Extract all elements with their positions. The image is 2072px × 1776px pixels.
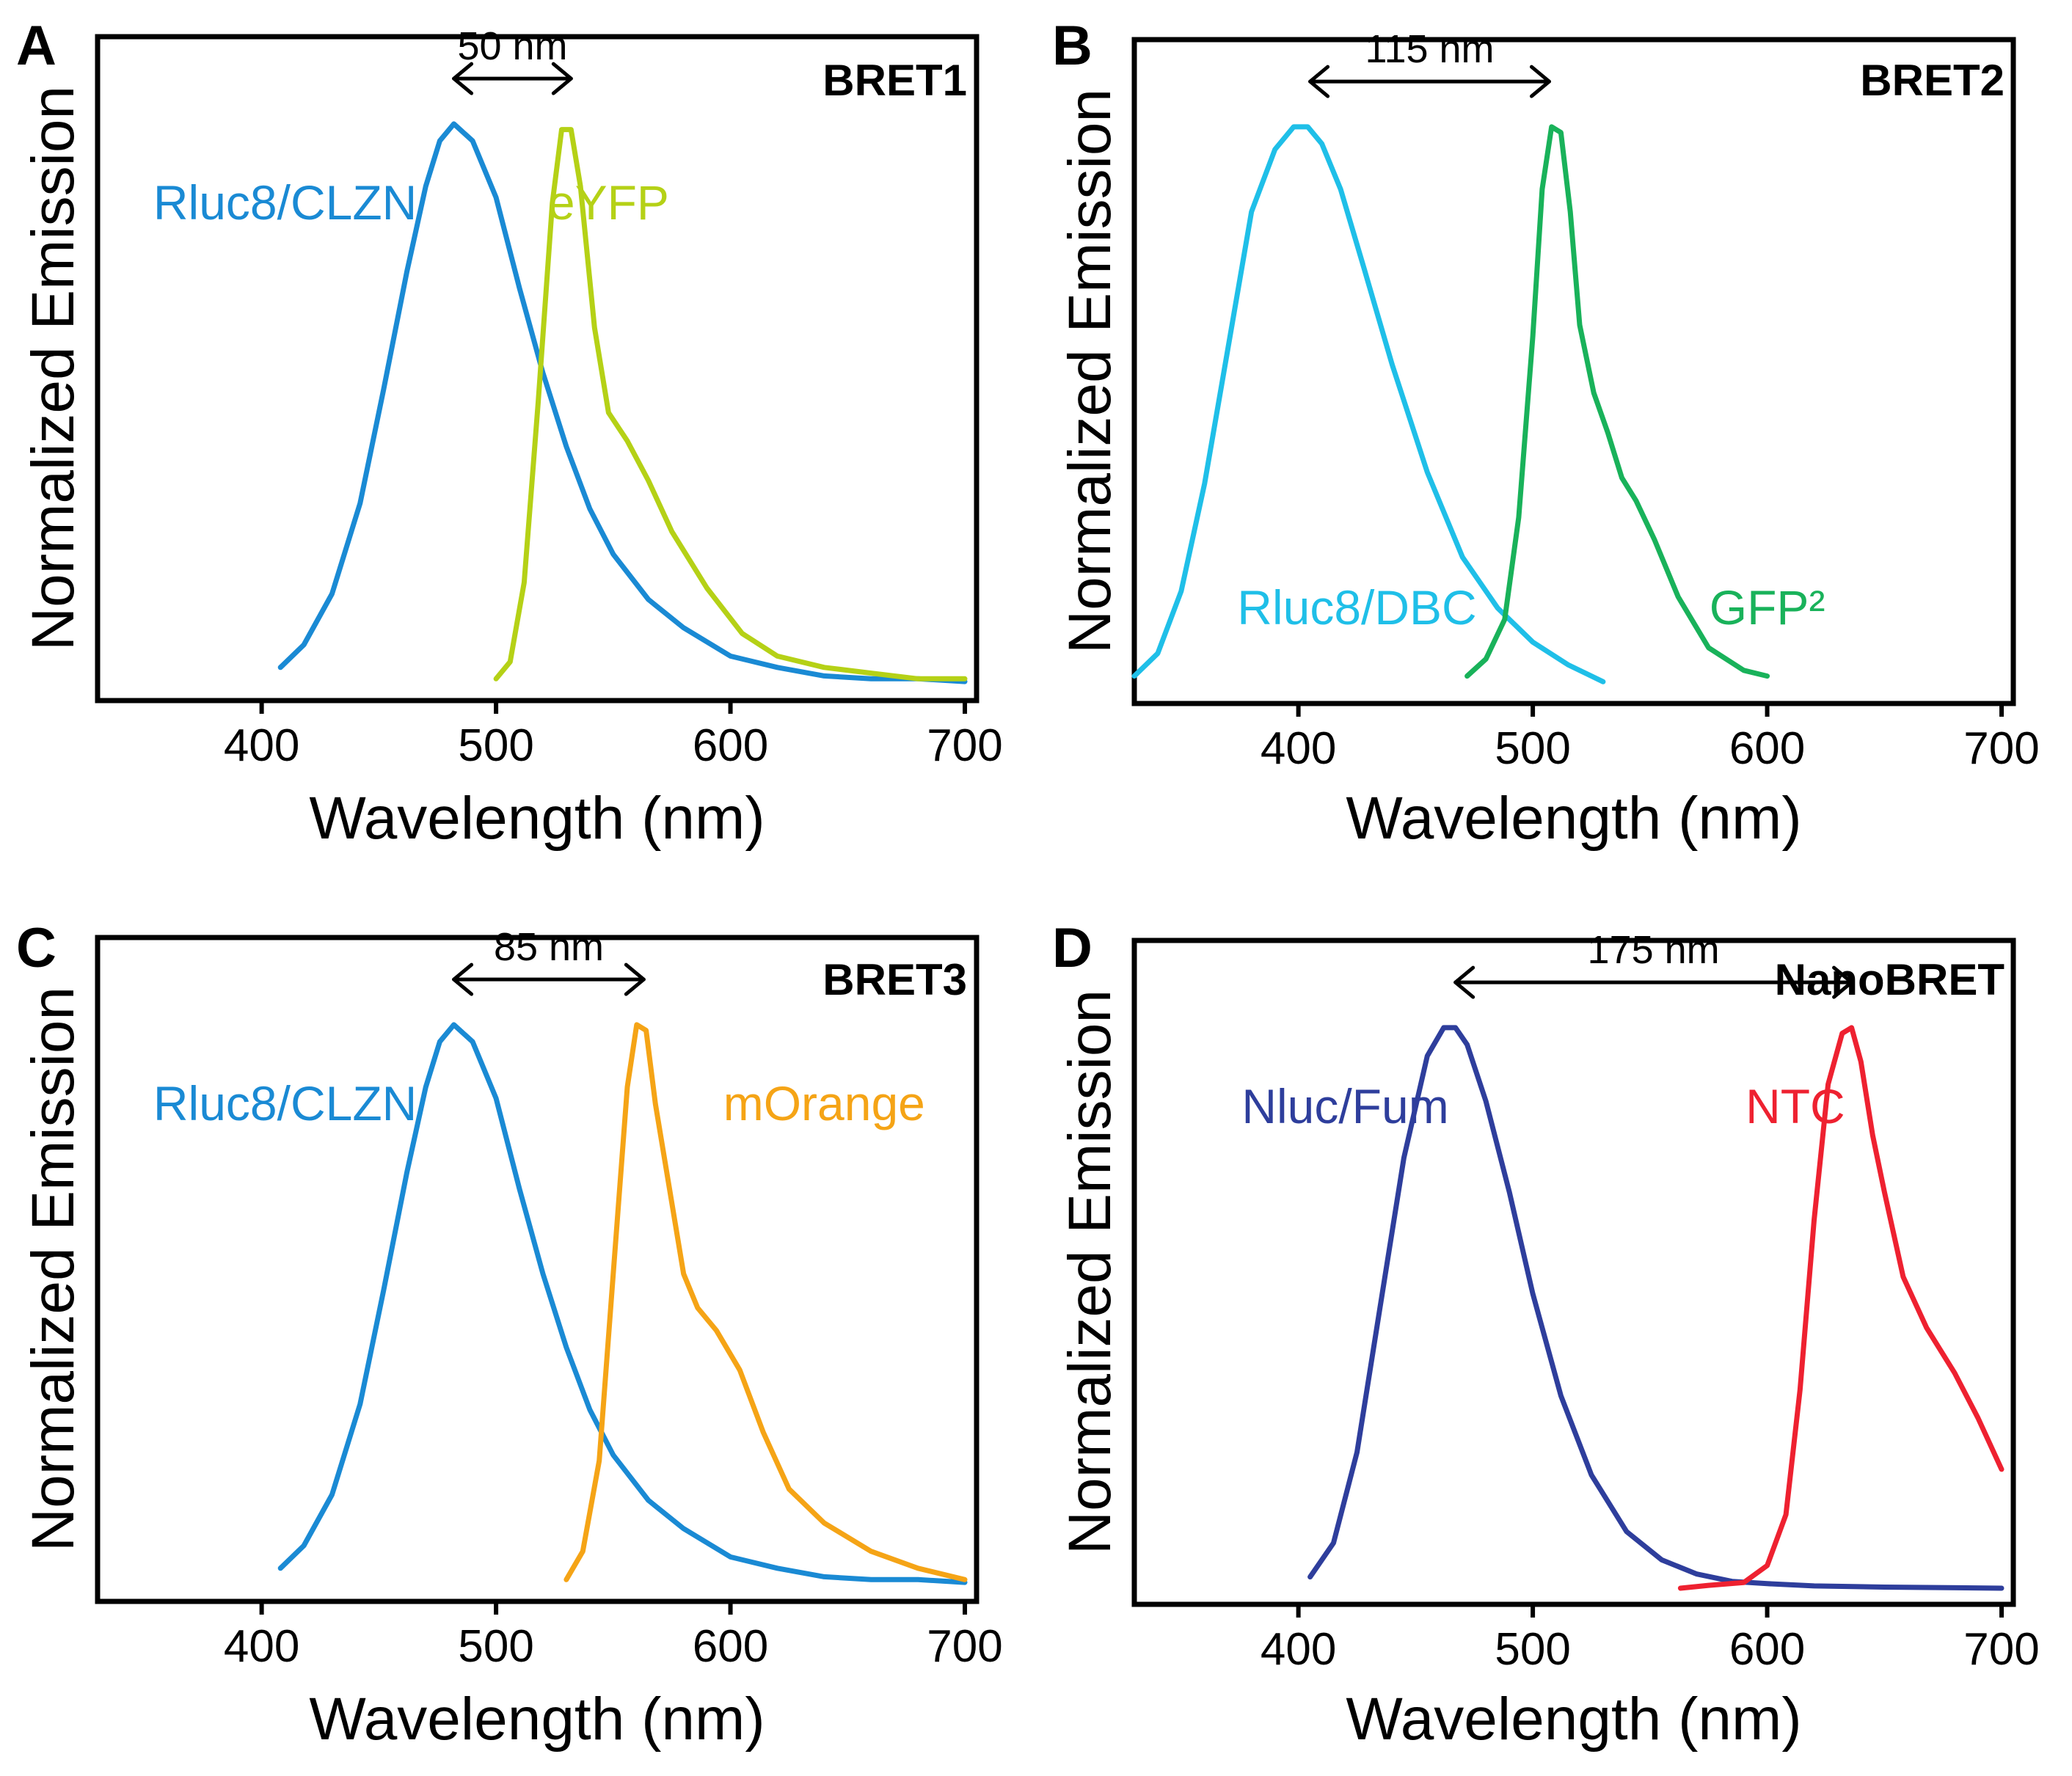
- y-axis-label: Normalized Emission: [20, 987, 87, 1552]
- x-tick-label: 400: [224, 720, 299, 771]
- x-ticks: 400 500 600 700: [1261, 704, 2040, 774]
- x-axis-label: Wavelength (nm): [309, 785, 765, 852]
- x-tick-label: 600: [1729, 1624, 1805, 1675]
- series-line-ntc: [1677, 1025, 2004, 1591]
- x-tick-label: 500: [458, 1621, 533, 1672]
- plot-frame: [1131, 938, 2016, 1607]
- series-line-nluc-fum: [1307, 1025, 2004, 1591]
- separation-label: 85 nm: [494, 925, 604, 969]
- series-line-rluc8-clzn: [277, 121, 968, 684]
- y-axis-label: Normalized Emission: [1057, 89, 1123, 654]
- arrow-head-right: [1529, 65, 1551, 98]
- chart-title: NanoBRET: [1775, 955, 2004, 1004]
- plot-frame: [1131, 37, 2016, 706]
- arrow-head-right: [1832, 965, 1854, 999]
- separation-label: 115 nm: [1365, 27, 1494, 71]
- x-tick-label: 400: [224, 1621, 299, 1672]
- separation-arrow: [1453, 965, 1854, 999]
- series-line-rluc8-clzn: [277, 1022, 968, 1585]
- arrow-head-left: [1308, 65, 1330, 98]
- arrow-head-left: [452, 62, 474, 95]
- panel-d: D NanoBRET 400 500 600 700 Wavelength (nm) …: [1052, 917, 2040, 1753]
- plot-frame: [95, 935, 980, 1604]
- series-line-eyfp: [493, 127, 968, 681]
- arrow-head-right: [551, 62, 573, 95]
- x-tick-label: 600: [1729, 723, 1805, 774]
- x-ticks: 400 500 600 700: [1261, 1604, 2040, 1675]
- x-tick-label: 700: [927, 1621, 1002, 1672]
- x-tick-label: 700: [927, 720, 1002, 771]
- arrow-head-left: [452, 962, 474, 996]
- series-label-eyfp: eYFP: [548, 175, 669, 230]
- x-axis-label: Wavelength (nm): [309, 1686, 765, 1753]
- arrow-head-right: [624, 962, 646, 996]
- arrow-head-left: [1453, 965, 1475, 999]
- x-tick-label: 700: [1963, 723, 2039, 774]
- series-label-rluc8-clzn: Rluc8/CLZN: [153, 1076, 417, 1130]
- series-group: [1307, 1025, 2004, 1591]
- plot-frame: [95, 34, 980, 704]
- x-axis-label: Wavelength (nm): [1346, 1686, 1801, 1753]
- x-tick-label: 600: [693, 720, 768, 771]
- panel-letter: A: [16, 15, 56, 77]
- separation-label: 50 nm: [457, 24, 567, 68]
- x-tick-label: 400: [1261, 1624, 1336, 1675]
- separation-arrow: [452, 62, 573, 95]
- panel-letter: D: [1052, 917, 1092, 979]
- x-tick-label: 400: [1261, 723, 1336, 774]
- separation-label: 175 nm: [1588, 928, 1720, 972]
- series-group: [277, 1022, 968, 1585]
- x-tick-label: 500: [1495, 1624, 1570, 1675]
- panel-a: A BRET1 400 500 600 700 Wavelength (nm) Nor…: [16, 15, 1003, 852]
- y-axis-label: Normalized Emission: [1057, 990, 1123, 1554]
- chart-title: BRET3: [822, 955, 967, 1004]
- series-line-morange: [563, 1022, 968, 1582]
- separation-arrow: [1308, 65, 1551, 98]
- panel-b: B BRET2 400 500 600 700 Wavelength (nm) Nor…: [1052, 15, 2040, 852]
- series-label-rluc8-clzn: Rluc8/CLZN: [153, 175, 417, 230]
- series-line-rluc8-dbc: [1131, 124, 1606, 684]
- x-tick-label: 500: [458, 720, 533, 771]
- series-label-ntc: NTC: [1745, 1079, 1845, 1133]
- separation-arrow: [452, 962, 646, 996]
- panel-letter: C: [16, 917, 56, 979]
- x-ticks: 400 500 600 700: [224, 701, 1003, 771]
- series-label-rluc8-dbc: Rluc8/DBC: [1237, 580, 1476, 635]
- series-label-gfp2: GFP²: [1710, 580, 1825, 635]
- chart-title: BRET1: [822, 56, 967, 105]
- x-ticks: 400 500 600 700: [224, 1601, 1003, 1672]
- panel-c: C BRET3 400 500 600 700 Wavelength (nm) Nor…: [16, 917, 1003, 1753]
- panel-letter: B: [1052, 15, 1092, 77]
- chart-title: BRET2: [1860, 56, 2004, 105]
- x-tick-label: 700: [1963, 1624, 2039, 1675]
- x-tick-label: 500: [1495, 723, 1570, 774]
- x-axis-label: Wavelength (nm): [1346, 785, 1801, 852]
- y-axis-label: Normalized Emission: [20, 86, 87, 651]
- x-tick-label: 600: [693, 1621, 768, 1672]
- series-line-gfp-: [1464, 124, 1770, 679]
- series-label-morange: mOrange: [723, 1076, 925, 1130]
- series-group: [277, 121, 968, 684]
- series-label-nluc-fum: Nluc/Fum: [1241, 1079, 1448, 1133]
- series-group: [1131, 124, 1770, 684]
